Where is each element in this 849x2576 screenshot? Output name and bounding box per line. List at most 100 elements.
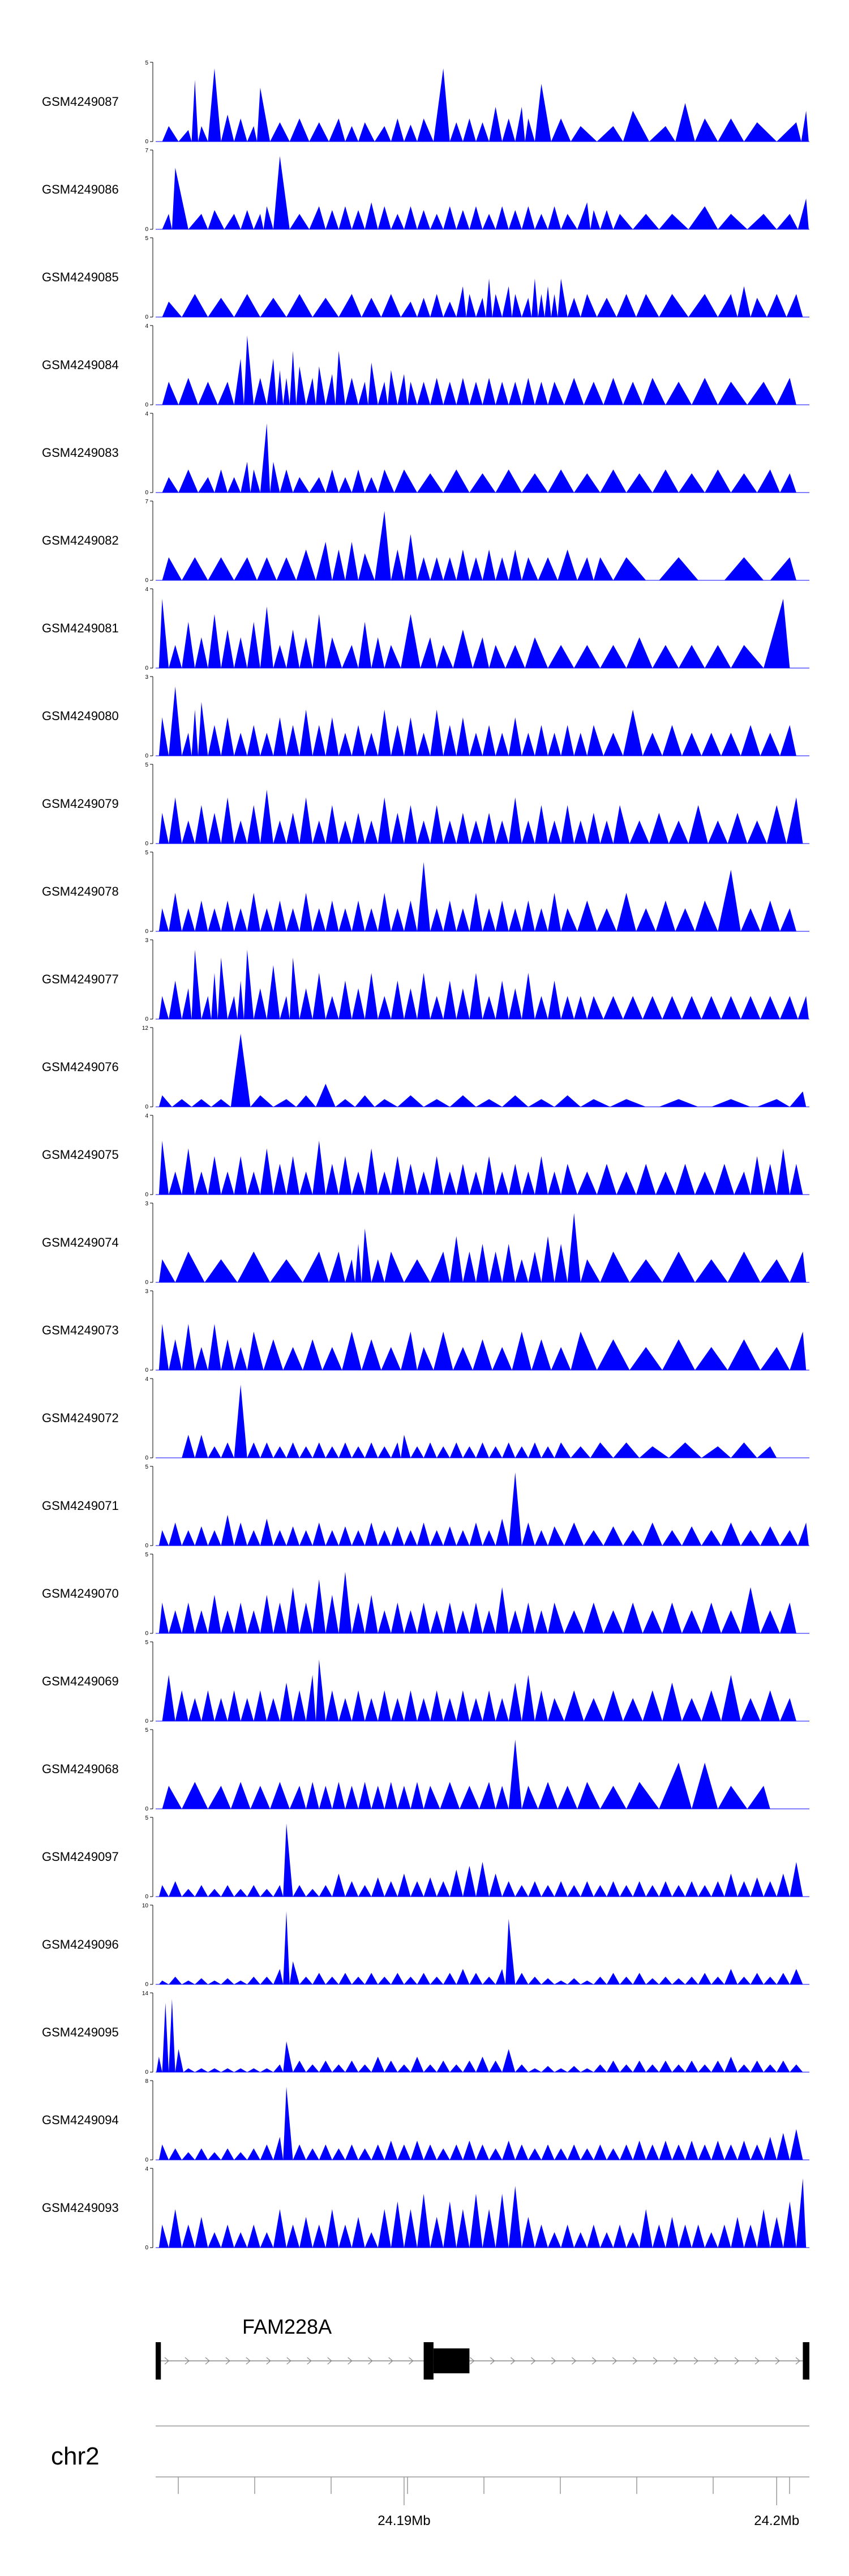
coverage-peak (234, 1156, 247, 1195)
coverage-peak (198, 477, 215, 493)
coverage-peak (158, 1980, 169, 1984)
coverage-peak (606, 2060, 620, 2072)
coverage-peak (247, 1976, 260, 1984)
coverage-peak (521, 973, 535, 1019)
coverage-peak (263, 1339, 284, 1370)
coverage-peak (351, 1446, 365, 1458)
coverage-peak (322, 1347, 342, 1370)
coverage-peak (182, 1435, 195, 1458)
coverage-peak (764, 1163, 777, 1195)
coverage-peak (541, 2144, 555, 2160)
coverage-peak (162, 1675, 175, 1721)
coverage-peak (417, 1972, 431, 1984)
coverage-peak (221, 1442, 234, 1458)
coverage-peak (574, 996, 588, 1019)
coverage-peak (541, 1885, 555, 1897)
coverage-peak (456, 988, 470, 1019)
coverage-peak (260, 1889, 273, 1897)
coverage-peak (404, 805, 417, 844)
coverage-peak (740, 1698, 761, 1721)
coverage-peak (221, 2068, 234, 2072)
coverage-peak (365, 477, 378, 493)
y-tick-label-max: 12 (142, 1025, 149, 1032)
coverage-peak (731, 1442, 757, 1458)
coverage-peak (234, 118, 247, 142)
coverage-peak (577, 202, 591, 229)
y-tick-label-max: 7 (145, 148, 148, 154)
coverage-peak (786, 797, 803, 844)
coverage-peak (280, 469, 293, 493)
strand-arrow (185, 2357, 190, 2365)
coverage-peak (417, 557, 431, 580)
coverage-peak (567, 298, 581, 317)
y-tick-label-max: 7 (145, 499, 148, 505)
coverage-peak (351, 900, 365, 931)
coverage-peak (600, 1251, 630, 1282)
coverage-peak (283, 1347, 303, 1370)
coverage-peak (221, 630, 234, 668)
coverage-peak (361, 298, 381, 317)
coverage-peak (430, 1251, 450, 1282)
coverage-peak (705, 469, 731, 493)
coverage-peak (273, 645, 286, 668)
coverage-peak (701, 1446, 731, 1458)
coverage-peak (482, 1156, 496, 1195)
coverage-peak (182, 1980, 195, 1984)
coverage-peak (685, 1881, 698, 1897)
coverage-peak (351, 812, 365, 844)
coverage-peak (247, 2148, 260, 2160)
coverage-peak (764, 598, 790, 668)
coverage-peak (449, 1095, 476, 1107)
coverage-peak (469, 557, 483, 580)
coverage-peak (597, 908, 617, 931)
coverage-peak (724, 1969, 737, 1984)
coverage-peak (283, 1823, 293, 1897)
y-tick-label-max: 4 (145, 1376, 148, 1383)
coverage-peak (234, 733, 247, 756)
coverage-peak (299, 1976, 313, 1984)
coverage-peak (561, 996, 574, 1019)
coverage-peak (482, 725, 496, 756)
coverage-peak (208, 908, 221, 931)
coverage-peak (623, 1602, 643, 1633)
coverage-peak (241, 210, 254, 229)
coverage-peak (652, 645, 679, 668)
coverage-peak (770, 2216, 783, 2248)
coverage-peak (668, 820, 689, 844)
coverage-peak (456, 812, 470, 844)
coverage-peak (158, 1324, 169, 1370)
coverage-peak (512, 294, 522, 317)
coverage-peak (613, 213, 633, 229)
coverage-peak (436, 1446, 450, 1458)
coverage-peak (508, 382, 522, 405)
coverage-peak (469, 1972, 483, 1984)
coverage-peak (195, 1347, 208, 1370)
coverage-peak (564, 1610, 584, 1633)
coverage-peak (642, 1522, 663, 1546)
y-tick-label-min: 0 (145, 226, 148, 233)
coverage-peak (299, 1446, 313, 1458)
coverage-peak (351, 1530, 365, 1546)
coverage-peak (466, 294, 476, 317)
coverage-peak (162, 213, 172, 229)
coverage-peak (306, 1889, 319, 1897)
coverage-peak (247, 1332, 264, 1370)
coverage-peak (254, 378, 267, 405)
coverage-peak (195, 900, 208, 931)
coverage-peak (208, 1156, 221, 1195)
coverage-peak (797, 996, 809, 1019)
coverage-peak (780, 473, 796, 493)
coverage-peak (351, 1602, 365, 1633)
coverage-peak (417, 1602, 431, 1633)
coverage-peak (482, 1530, 496, 1546)
coverage-peak (286, 294, 313, 317)
coverage-peak (764, 1881, 777, 1897)
coverage-peak (312, 1522, 326, 1546)
coverage-peak (462, 1251, 476, 1282)
track-GSM4249077: GSM4249077 3 0 (42, 938, 809, 1022)
coverage-peak (191, 949, 201, 1019)
coverage-peak (358, 382, 368, 405)
coverage-peak (548, 733, 561, 756)
coverage-peak (417, 210, 431, 229)
coverage-peak (780, 996, 798, 1019)
